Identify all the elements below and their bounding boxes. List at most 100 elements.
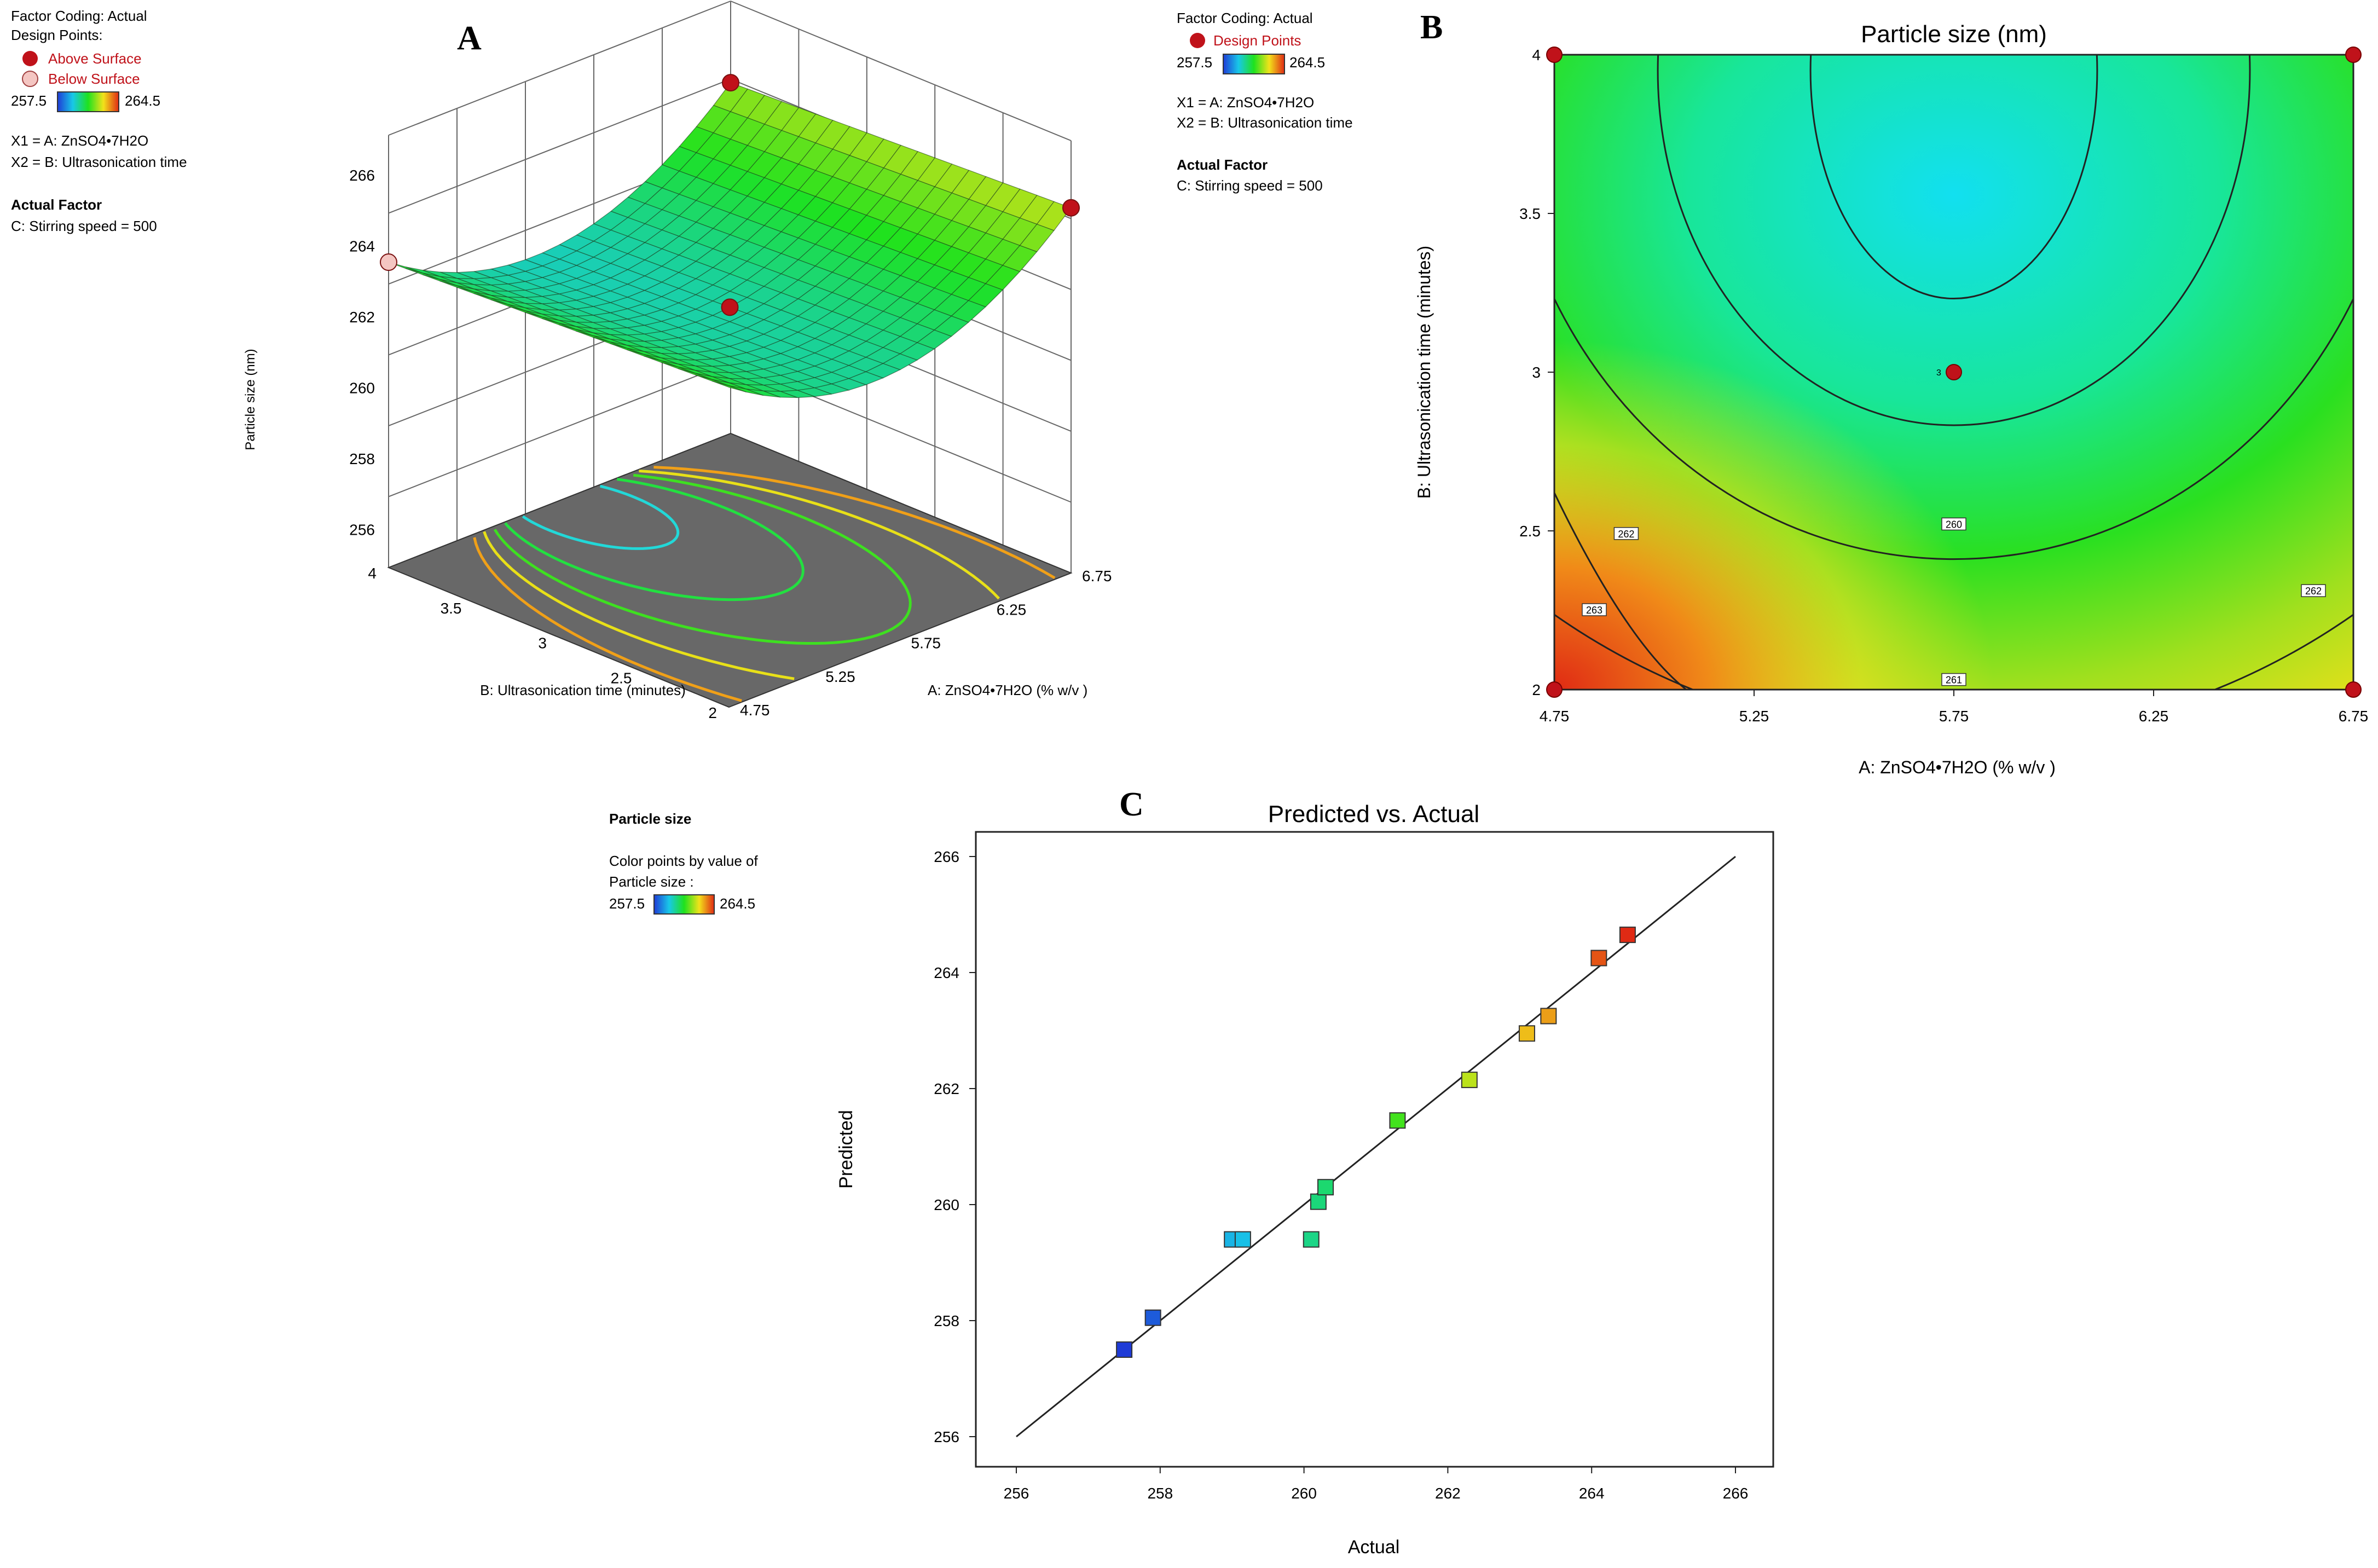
b-axis-tick: 3: [538, 635, 547, 652]
scale-min-label: 257.5: [1177, 54, 1212, 71]
z-axis-tick: 260: [349, 379, 375, 396]
panel-c: C Particle size Color points by value of…: [609, 786, 1774, 1558]
surface-design-point: [380, 253, 397, 271]
panel-c-letter: C: [1119, 786, 1144, 823]
legend-color-by-1: Color points by value of: [609, 853, 758, 869]
scatter-point: [1116, 1341, 1133, 1358]
x1-definition: X1 = A: ZnSO4•7H2O: [11, 132, 148, 149]
scatter-y-tick: 260: [934, 1196, 959, 1213]
a-axis-label: A: ZnSO4•7H2O (% w/v ): [928, 682, 1087, 698]
surface-cell: [711, 380, 747, 392]
scatter-y-tick: 264: [934, 964, 959, 981]
contour-x-tick: 5.75: [1939, 708, 1969, 725]
surface-design-point: [721, 298, 739, 316]
scatter-point: [1303, 1231, 1320, 1248]
box-grid-line: [388, 78, 731, 214]
contour-x-tick: 4.75: [1540, 708, 1570, 725]
contour-label-box: [1582, 603, 1607, 616]
contour-y-tick: 4: [1532, 47, 1541, 63]
surface-axis-ticks: 256 258 260 262 264 266 4.75 5.25 5.75 6.25 6.75 2 2…: [349, 167, 1112, 721]
above-surface-marker-icon: [22, 51, 38, 66]
below-surface-label: Below Surface: [48, 71, 140, 87]
scatter-axis-ticks: 256 258 260 262 264 266 256 258 260 262 264 266: [934, 848, 1748, 1502]
contour-label: 261: [1946, 675, 1962, 686]
z-axis-tick: 258: [349, 450, 375, 467]
contour-label: 263: [1586, 605, 1602, 616]
contour-x-tick: 5.25: [1739, 708, 1769, 725]
scatter-point: [1234, 1231, 1251, 1248]
contour-line: [1554, 492, 1687, 690]
panel-b: B Factor Coding: Actual Design Points 25…: [1177, 9, 2369, 777]
contour-lines: [1554, 55, 2353, 690]
b-axis-tick: 4: [368, 565, 377, 582]
contour-label: 260: [1946, 519, 1962, 530]
stirring-speed-label: C: Stirring speed = 500: [11, 218, 157, 234]
scatter-point: [1518, 1025, 1535, 1042]
scatter-y-tick: 262: [934, 1080, 959, 1097]
factor-coding-label: Factor Coding: Actual: [1177, 10, 1313, 26]
legend-color-by-2: Particle size :: [609, 873, 694, 890]
contour-label-box: [1941, 517, 1966, 531]
scale-max-label: 264.5: [1289, 54, 1325, 71]
box-top-edge: [388, 1, 731, 136]
panel-a: A Factor Coding: Actual Design Points: A…: [11, 1, 1112, 721]
below-surface-marker-icon: [22, 71, 38, 87]
box-top-edge: [730, 1, 1072, 141]
contour-label-box: [2301, 584, 2326, 597]
floor-contour-line: [522, 484, 680, 550]
contour-label-box: [1941, 673, 1966, 686]
contour-y-tick: 2: [1532, 681, 1541, 698]
contour-labels: 260 261 262 262 263: [1582, 517, 2326, 686]
actual-factor-heading: Actual Factor: [1177, 157, 1268, 173]
stirring-speed-label: C: Stirring speed = 500: [1177, 177, 1323, 194]
scatter-x-tick: 262: [1435, 1485, 1461, 1502]
scatter-x-tick: 266: [1723, 1485, 1749, 1502]
panel-a-letter: A: [457, 20, 482, 57]
floor-contour-line: [504, 478, 805, 601]
floor-contours: [473, 466, 1056, 702]
contour-design-point: [2345, 47, 2362, 63]
response-surface: [388, 82, 1072, 398]
color-scale-bar: [1223, 54, 1285, 74]
floor-contour-line: [483, 470, 1000, 680]
z-axis-tick: 256: [349, 522, 375, 539]
scale-min-label: 257.5: [609, 895, 645, 912]
surface-design-points: [380, 74, 1080, 316]
z-axis-tick: 266: [349, 167, 375, 184]
b-axis-tick: 3.5: [441, 600, 462, 617]
panel-c-legend: Particle size Color points by value of P…: [609, 811, 758, 915]
scatter-y-tick: 258: [934, 1312, 959, 1329]
surface-design-point: [722, 74, 739, 92]
contour-design-point: [1946, 364, 1962, 380]
a-axis-tick: 6.25: [997, 601, 1027, 618]
b-axis-tick: 2.5: [611, 669, 632, 686]
contour-y-tick: 3.5: [1519, 205, 1541, 222]
scatter-points: [1116, 927, 1636, 1358]
above-surface-label: Above Surface: [48, 50, 142, 67]
contour-design-point: [1546, 681, 1563, 698]
surface-design-point: [1062, 199, 1080, 217]
contour-x-tick: 6.25: [2139, 708, 2169, 725]
color-scale-bar: [57, 91, 119, 112]
scatter-x-axis-label: Actual: [1348, 1537, 1400, 1558]
b-axis-label: B: Ultrasonication time (minutes): [480, 682, 686, 698]
scatter-point: [1317, 1179, 1334, 1196]
scatter-y-tick: 266: [934, 848, 959, 865]
contour-x-axis-label: A: ZnSO4•7H2O (% w/v ): [1859, 757, 2056, 777]
contour-x-tick: 6.75: [2339, 708, 2369, 725]
contour-y-axis-label: B: Ultrasonication time (minutes): [1414, 246, 1434, 499]
scale-min-label: 257.5: [11, 92, 47, 109]
contour-line: [1657, 55, 2251, 426]
scatter-y-tick: 256: [934, 1428, 959, 1445]
a-axis-tick: 5.25: [825, 668, 855, 685]
a-axis-tick: 6.75: [1082, 568, 1112, 585]
scatter-point: [1310, 1193, 1327, 1210]
contour-y-tick: 2.5: [1519, 523, 1541, 540]
contour-label-box: [1613, 527, 1639, 540]
factor-coding-label: Factor Coding: Actual: [11, 8, 147, 24]
scatter-point: [1619, 927, 1636, 944]
a-axis-tick: 4.75: [740, 702, 770, 719]
floor-contour-line: [473, 466, 1056, 702]
panel-b-letter: B: [1420, 9, 1443, 46]
